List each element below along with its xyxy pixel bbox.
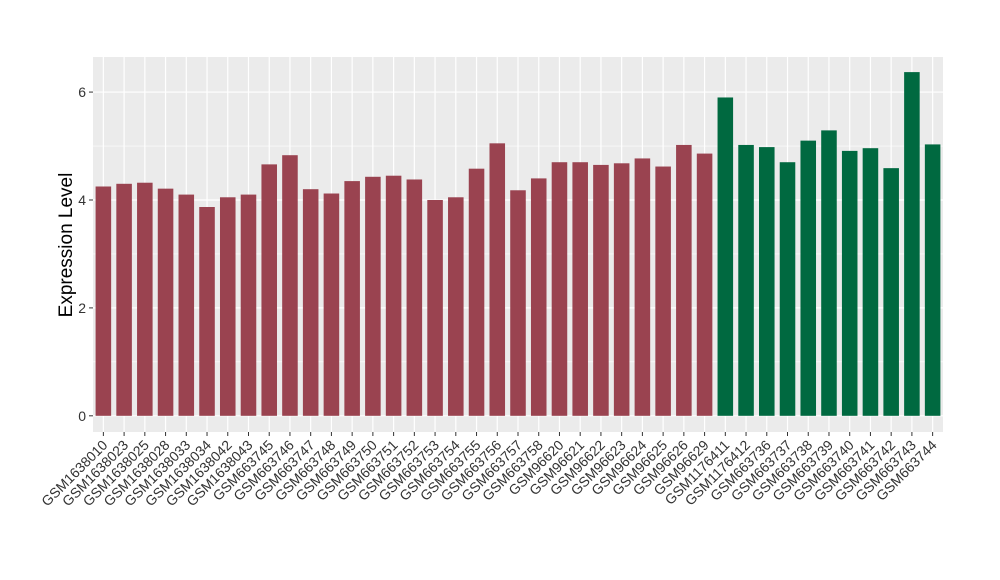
bar-GSM96629 — [696, 153, 713, 416]
bar-GSM1638010 — [95, 186, 112, 416]
y-tick-label: 0 — [78, 408, 86, 424]
bar-GSM663745 — [261, 164, 277, 416]
bar-GSM1176412 — [738, 144, 754, 416]
bar-GSM663754 — [448, 197, 464, 416]
bar-GSM663748 — [323, 193, 340, 416]
y-axis: 0 2 4 6 — [78, 84, 93, 424]
bar-GSM663743 — [904, 72, 920, 416]
bar-GSM96621 — [572, 162, 588, 416]
x-axis: GSM1638010GSM1638023GSM1638025GSM1638028… — [38, 432, 940, 509]
y-tick-label: 4 — [78, 192, 86, 208]
bar-GSM96624 — [634, 158, 651, 416]
bar-GSM96620 — [551, 162, 568, 416]
bar-GSM1638033 — [178, 194, 195, 416]
bar-GSM1638025 — [137, 182, 153, 416]
y-tick-label: 2 — [78, 300, 86, 316]
bar-GSM663740 — [841, 150, 858, 416]
bar-GSM663756 — [489, 143, 506, 416]
bar-GSM663741 — [862, 148, 879, 416]
y-axis-title: Expression Level — [56, 173, 77, 318]
bar-GSM1176411 — [717, 97, 734, 416]
bar-GSM663752 — [406, 179, 423, 416]
bar-GSM663757 — [510, 190, 526, 416]
bars — [95, 72, 941, 416]
bar-GSM663751 — [385, 175, 402, 416]
bar-GSM663739 — [821, 130, 837, 416]
bar-GSM663742 — [883, 168, 899, 416]
bar-GSM96626 — [676, 144, 692, 416]
bar-GSM663738 — [800, 140, 817, 416]
bar-GSM663746 — [282, 155, 298, 416]
bar-GSM663736 — [759, 147, 775, 416]
bar-GSM1638042 — [219, 197, 236, 416]
bar-GSM663750 — [365, 176, 381, 416]
bar-GSM96622 — [593, 164, 609, 416]
bar-GSM663737 — [779, 162, 796, 416]
bar-GSM1638023 — [116, 183, 132, 416]
bar-GSM1638028 — [157, 188, 174, 416]
bar-GSM96623 — [613, 163, 630, 416]
bar-GSM663753 — [427, 199, 443, 416]
bar-GSM663744 — [924, 144, 941, 416]
bar-GSM96625 — [655, 166, 671, 416]
bar-GSM1638043 — [240, 194, 257, 416]
y-tick-label: 6 — [78, 84, 86, 100]
bar-GSM663747 — [302, 189, 319, 416]
bar-GSM663749 — [344, 181, 360, 416]
bar-GSM663755 — [468, 168, 485, 416]
bar-GSM1638034 — [199, 207, 215, 416]
bar-GSM663758 — [530, 178, 547, 416]
